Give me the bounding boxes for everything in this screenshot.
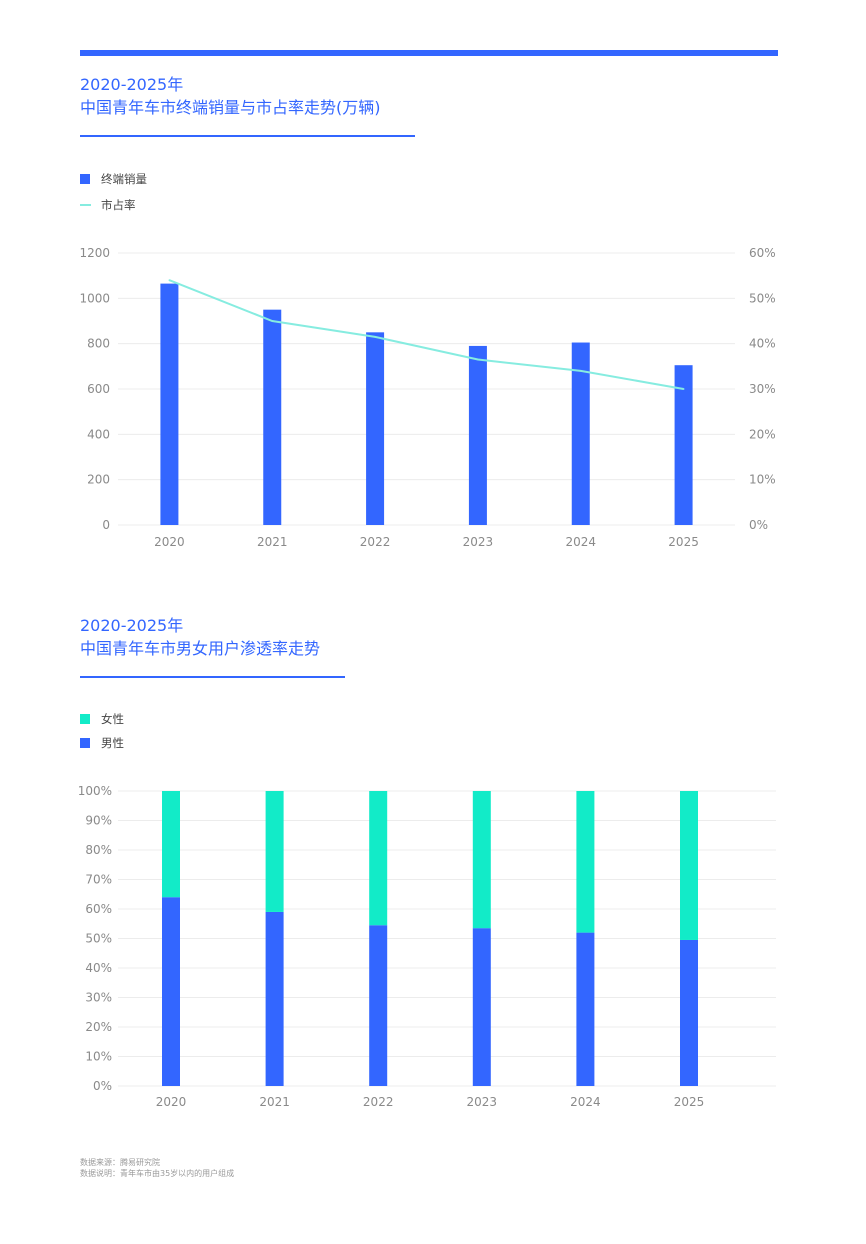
chart2-y-tick-label: 30% — [85, 991, 112, 1005]
chart1-y2-tick-label: 0% — [749, 518, 768, 532]
footer-note: 数据说明：青年车市由35岁以内的用户组成 — [80, 1169, 235, 1178]
chart2-bar-female — [265, 791, 284, 912]
chart2-heading: 2020-2025年 中国青年车市男女用户渗透率走势 — [80, 614, 320, 660]
chart1-bar — [366, 332, 385, 525]
chart1-x-tick-label: 2025 — [668, 535, 699, 549]
chart1-bar — [571, 342, 590, 525]
chart1-share-point — [374, 335, 376, 338]
chart2-bar-male — [162, 897, 180, 1086]
chart2-legend-female-label: 女性 — [101, 712, 124, 726]
footer-source: 数据来源：腾易研究院 — [80, 1158, 160, 1167]
chart1-legend-bar: 终端销量 — [80, 171, 147, 187]
chart2-heading-title: 中国青年车市男女用户渗透率走势 — [80, 639, 321, 658]
chart1-y-tick-label: 600 — [87, 382, 110, 396]
chart1-y2-tick-label: 50% — [749, 291, 776, 305]
chart2-heading-rule — [80, 676, 345, 678]
chart1-bar — [468, 345, 487, 525]
chart1-bar — [263, 309, 282, 525]
top-accent-bar — [80, 50, 778, 56]
bar-swatch-icon — [80, 174, 90, 184]
chart1-heading-rule — [80, 135, 415, 137]
chart2-heading-year: 2020-2025年 — [80, 616, 184, 635]
chart2-legend-female: 女性 — [80, 711, 124, 727]
chart1-share-point — [477, 358, 479, 361]
chart2-y-tick-label: 10% — [85, 1050, 112, 1064]
line-swatch-icon — [80, 204, 91, 206]
chart2-y-tick-label: 50% — [85, 932, 112, 946]
chart1-y-tick-label: 400 — [87, 427, 110, 441]
chart2-bar-female — [576, 791, 595, 933]
chart2-y-tick-label: 40% — [85, 961, 112, 975]
chart2-bar-female — [680, 791, 698, 940]
chart2-x-tick-label: 2025 — [674, 1095, 705, 1109]
chart1-x-tick-label: 2020 — [154, 535, 185, 549]
chart2-x-tick-label: 2024 — [570, 1095, 601, 1109]
chart2-y-tick-label: 90% — [85, 814, 112, 828]
chart1-x-tick-label: 2024 — [565, 535, 596, 549]
chart2-y-tick-label: 100% — [78, 784, 112, 798]
chart2-plot: 0% 10% 20% 30% 40% 50% 60% 70% 80% 90% 100% 2020 202… — [78, 784, 776, 1109]
chart1-bar — [160, 283, 179, 525]
chart2-x-tick-label: 2021 — [259, 1095, 290, 1109]
chart1-x-tick-label: 2022 — [360, 535, 391, 549]
chart2-bar-female — [162, 791, 180, 898]
chart1-bar — [674, 365, 693, 525]
chart1-share-point — [168, 279, 171, 282]
chart1-legend-bar-label: 终端销量 — [101, 172, 147, 186]
chart1-y-tick-label: 1200 — [79, 246, 110, 260]
chart2-x-tick-label: 2022 — [363, 1095, 394, 1109]
female-swatch-icon — [80, 714, 90, 724]
chart1-y-tick-label: 1000 — [79, 291, 110, 305]
chart2-y-tick-label: 0% — [93, 1079, 112, 1093]
chart1-y2-tick-label: 10% — [749, 473, 776, 487]
chart1-legend-line-label: 市占率 — [101, 198, 136, 212]
chart2-bar-male — [265, 911, 284, 1086]
chart2-legend-male-label: 男性 — [101, 736, 124, 750]
chart1-plot: 0 200 400 600 800 1000 1200 0% 10% 20% 30% 40% 50% 60… — [79, 246, 776, 549]
male-swatch-icon — [80, 738, 90, 748]
chart1-share-point — [271, 320, 274, 322]
chart1-x-tick-label: 2023 — [463, 535, 494, 549]
chart2-bar-female — [472, 791, 491, 929]
chart1-share-point — [579, 369, 582, 372]
chart2-bar-male — [680, 939, 698, 1086]
chart1-heading-year: 2020-2025年 — [80, 75, 184, 94]
chart1-y2-tick-label: 40% — [749, 337, 776, 351]
chart1-heading-title: 中国青年车市终端销量与市占率走势(万辆) — [80, 98, 381, 117]
chart1-y2-tick-label: 60% — [749, 246, 776, 260]
chart1-heading: 2020-2025年 中国青年车市终端销量与市占率走势(万辆) — [80, 73, 381, 119]
chart2-y-tick-label: 80% — [85, 843, 112, 857]
chart1-y-tick-label: 0 — [102, 518, 110, 532]
chart1-share-point — [682, 388, 685, 390]
chart1-y-tick-label: 800 — [87, 337, 110, 351]
chart2-bar-male — [576, 932, 595, 1086]
chart1-y-tick-label: 200 — [87, 473, 110, 487]
chart2-y-tick-label: 60% — [85, 902, 112, 916]
chart1-y2-tick-label: 20% — [749, 427, 776, 441]
chart1-share-line — [169, 279, 684, 390]
chart1-legend-line: 市占率 — [80, 197, 136, 213]
chart2-legend-male: 男性 — [80, 735, 124, 751]
chart2-y-tick-label: 70% — [85, 873, 112, 887]
chart2-y-tick-label: 20% — [85, 1020, 112, 1034]
footer: 数据来源：腾易研究院 数据说明：青年车市由35岁以内的用户组成 — [80, 1157, 234, 1179]
chart2-x-tick-label: 2023 — [467, 1095, 498, 1109]
chart2-bar-female — [369, 791, 388, 926]
chart1-y2-tick-label: 30% — [749, 382, 776, 396]
chart2-bar-male — [472, 928, 491, 1086]
chart2-x-tick-label: 2020 — [156, 1095, 187, 1109]
chart2-bar-male — [369, 925, 388, 1086]
chart1-x-tick-label: 2021 — [257, 535, 288, 549]
